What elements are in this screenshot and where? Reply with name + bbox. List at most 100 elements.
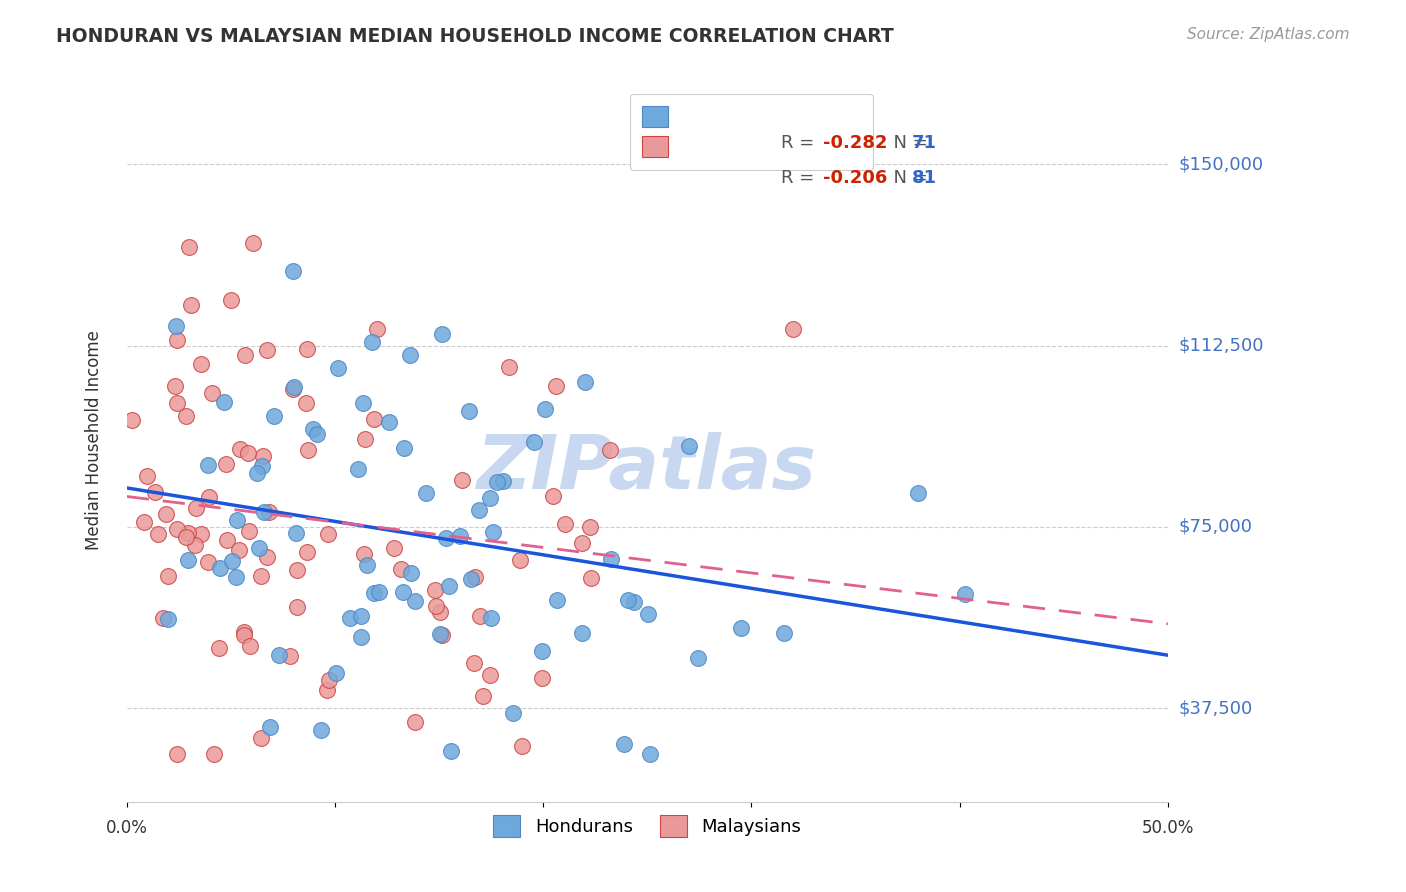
Point [326, 361, 349, 376]
Point [434, 531, 457, 545]
Point [440, 744, 463, 758]
Point [613, 737, 636, 751]
Point [163, 379, 186, 393]
Point [208, 640, 231, 655]
Point [215, 457, 238, 471]
Point [155, 507, 177, 521]
Point [252, 449, 274, 463]
Point [267, 648, 290, 662]
Point [471, 690, 494, 704]
Point [544, 379, 567, 393]
Point [339, 610, 361, 624]
Point [479, 668, 502, 682]
Point [460, 572, 482, 586]
Point [463, 656, 485, 670]
Point [228, 543, 250, 558]
Point [429, 627, 451, 641]
Point [184, 538, 207, 552]
Point [907, 486, 929, 500]
Point [221, 554, 243, 568]
Point [219, 293, 242, 307]
Point [285, 600, 308, 615]
Text: $37,500: $37,500 [1180, 699, 1253, 717]
Text: -0.282: -0.282 [823, 135, 887, 153]
Text: $150,000: $150,000 [1180, 155, 1264, 173]
Point [190, 527, 212, 541]
Text: 71: 71 [911, 135, 936, 153]
Point [485, 475, 508, 490]
Point [430, 628, 453, 642]
Point [225, 513, 247, 527]
Point [425, 599, 447, 613]
Point [678, 439, 700, 453]
Point [186, 501, 208, 516]
Point [546, 592, 568, 607]
Text: 50.0%: 50.0% [1142, 819, 1194, 837]
Point [599, 443, 621, 458]
Point [309, 723, 332, 737]
Point [121, 413, 143, 427]
Point [773, 626, 796, 640]
Point [523, 434, 546, 449]
Point [356, 558, 378, 573]
Point [212, 395, 235, 409]
Point [502, 706, 524, 720]
Point [225, 570, 247, 584]
Y-axis label: Median Household Income: Median Household Income [86, 330, 103, 549]
Point [157, 612, 180, 626]
Text: $112,500: $112,500 [1180, 336, 1264, 355]
Point [415, 486, 437, 500]
Point [399, 566, 422, 580]
Point [616, 593, 638, 607]
Point [457, 404, 479, 418]
Point [404, 715, 426, 730]
Point [347, 461, 370, 475]
Point [235, 348, 257, 362]
Point [404, 594, 426, 608]
Point [479, 611, 502, 625]
Point [215, 533, 238, 548]
Point [242, 235, 264, 250]
Point [571, 625, 593, 640]
Point [325, 665, 347, 680]
Point [246, 467, 269, 481]
Point [259, 720, 281, 734]
Point [249, 731, 271, 746]
Point [637, 607, 659, 621]
Point [315, 682, 337, 697]
Point [398, 348, 420, 362]
Point [284, 526, 307, 541]
Point [531, 671, 554, 685]
Point [439, 579, 461, 593]
Point [301, 422, 323, 436]
Point [468, 609, 491, 624]
Point [354, 432, 377, 446]
Point [955, 586, 977, 600]
Point [482, 524, 505, 539]
Point [509, 553, 531, 567]
Point [174, 530, 197, 544]
Point [250, 459, 273, 474]
Point [352, 395, 374, 409]
Point [579, 571, 602, 585]
Point [316, 527, 339, 541]
Point [143, 484, 166, 499]
Point [389, 561, 412, 575]
Text: N =: N = [882, 169, 934, 187]
Point [498, 360, 520, 375]
Point [297, 442, 319, 457]
Point [229, 442, 252, 456]
Text: N =: N = [882, 135, 934, 153]
Text: R =: R = [780, 169, 820, 187]
Point [238, 524, 260, 538]
Point [363, 586, 385, 600]
Point [510, 739, 533, 754]
Point [152, 611, 174, 625]
Point [177, 553, 200, 567]
Point [174, 409, 197, 424]
Text: R =: R = [780, 135, 820, 153]
Text: ZIPatlas: ZIPatlas [478, 433, 817, 506]
Point [361, 335, 384, 350]
Point [368, 585, 391, 599]
Point [423, 582, 446, 597]
